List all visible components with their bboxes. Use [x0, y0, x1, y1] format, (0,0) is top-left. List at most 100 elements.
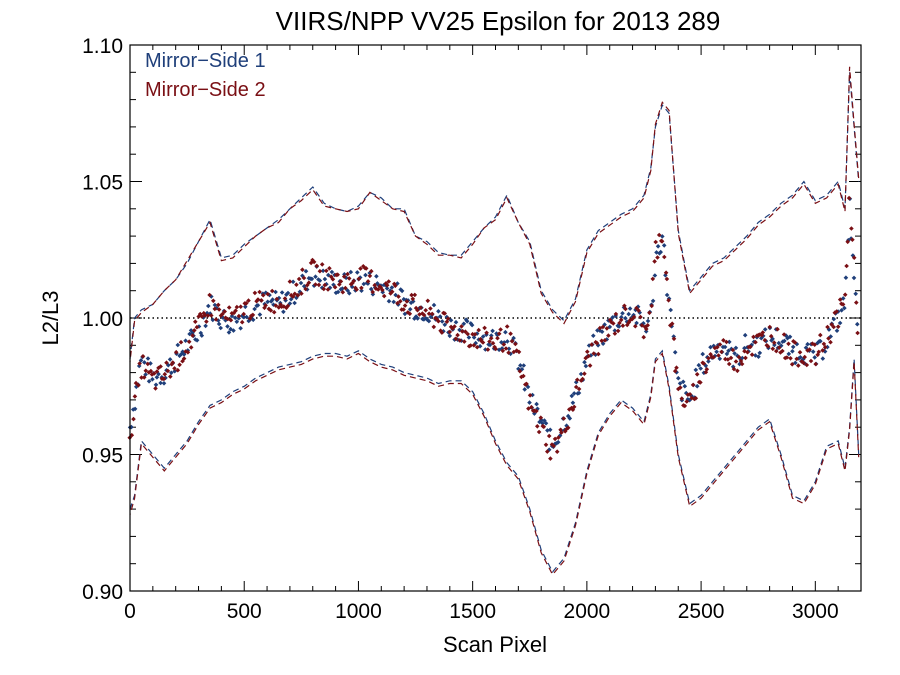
- data-point: [222, 309, 227, 314]
- x-tick-label: 2500: [678, 600, 725, 623]
- data-point: [316, 282, 322, 288]
- data-point: [620, 311, 625, 316]
- data-point: [676, 375, 681, 381]
- data-point: [781, 332, 787, 337]
- data-point: [134, 384, 139, 390]
- data-point: [319, 262, 325, 267]
- data-point: [284, 292, 289, 297]
- data-point: [365, 279, 371, 284]
- data-point: [348, 269, 354, 275]
- data-point: [412, 292, 418, 298]
- data-point: [845, 239, 850, 245]
- data-point: [790, 349, 795, 354]
- data-point: [655, 244, 661, 249]
- data-point: [751, 334, 756, 340]
- data-point: [457, 338, 463, 343]
- data-point: [527, 400, 532, 405]
- data-point: [216, 302, 221, 308]
- data-point: [442, 311, 447, 316]
- data-point: [530, 392, 535, 398]
- data-point: [506, 350, 511, 355]
- data-point: [736, 354, 742, 360]
- data-point: [216, 321, 222, 327]
- data-point: [260, 292, 266, 298]
- data-point: [271, 309, 277, 315]
- data-point: [737, 361, 742, 367]
- data-point: [428, 314, 434, 320]
- data-point: [338, 279, 344, 284]
- data-point: [513, 341, 518, 347]
- data-point: [311, 283, 317, 288]
- data-point: [300, 273, 305, 279]
- data-point: [501, 342, 507, 347]
- data-point: [663, 270, 669, 275]
- data-point: [678, 385, 683, 390]
- data-point: [831, 324, 836, 330]
- data-point: [726, 348, 731, 354]
- data-point: [638, 314, 643, 320]
- data-point: [138, 358, 144, 363]
- data-point: [255, 303, 261, 308]
- data-point: [359, 288, 364, 293]
- data-point: [593, 352, 598, 357]
- data-point: [748, 344, 753, 350]
- data-point: [292, 300, 297, 306]
- data-point: [238, 304, 243, 309]
- data-point: [148, 368, 154, 374]
- data-point: [213, 317, 219, 322]
- data-point: [739, 361, 745, 367]
- data-point: [398, 299, 403, 304]
- data-point: [582, 359, 587, 365]
- data-point: [281, 309, 286, 315]
- data-point: [365, 281, 371, 286]
- data-point: [854, 300, 859, 305]
- data-point: [503, 329, 508, 335]
- data-point: [596, 351, 601, 357]
- data-point: [724, 339, 729, 345]
- data-point: [855, 321, 860, 327]
- data-point: [298, 280, 304, 286]
- data-point: [180, 358, 185, 364]
- data-point: [391, 299, 396, 305]
- data-point: [343, 275, 349, 281]
- data-point: [708, 344, 713, 350]
- data-point: [457, 327, 462, 333]
- data-point: [276, 305, 282, 310]
- data-point: [348, 281, 354, 287]
- data-point: [281, 304, 287, 309]
- data-point: [656, 232, 662, 238]
- data-point: [837, 320, 843, 326]
- data-point: [616, 324, 622, 329]
- data-point: [273, 289, 278, 295]
- data-point: [196, 314, 201, 319]
- data-point: [812, 355, 817, 360]
- data-point: [480, 340, 486, 345]
- legend: Mirror−Side 1 Mirror−Side 2: [145, 50, 266, 101]
- data-point: [717, 356, 723, 362]
- data-point: [354, 287, 359, 292]
- data-point: [407, 311, 413, 317]
- data-point: [461, 321, 467, 327]
- data-point: [198, 330, 204, 336]
- data-point: [826, 327, 832, 332]
- data-point: [612, 328, 618, 333]
- data-point: [402, 311, 408, 317]
- data-point: [786, 351, 792, 357]
- data-point: [505, 339, 510, 344]
- data-point: [255, 297, 261, 302]
- data-point: [591, 333, 596, 338]
- data-point: [804, 362, 810, 368]
- data-point: [273, 303, 279, 308]
- data-point: [205, 313, 211, 318]
- data-point: [380, 289, 385, 295]
- data-point: [731, 366, 737, 372]
- data-point: [164, 360, 169, 365]
- data-point: [647, 310, 652, 316]
- data-point: [504, 324, 510, 329]
- data-point: [267, 292, 272, 298]
- data-point: [473, 340, 478, 346]
- data-point: [197, 311, 203, 317]
- data-point: [726, 361, 732, 367]
- data-point: [554, 449, 560, 454]
- data-point: [173, 349, 179, 355]
